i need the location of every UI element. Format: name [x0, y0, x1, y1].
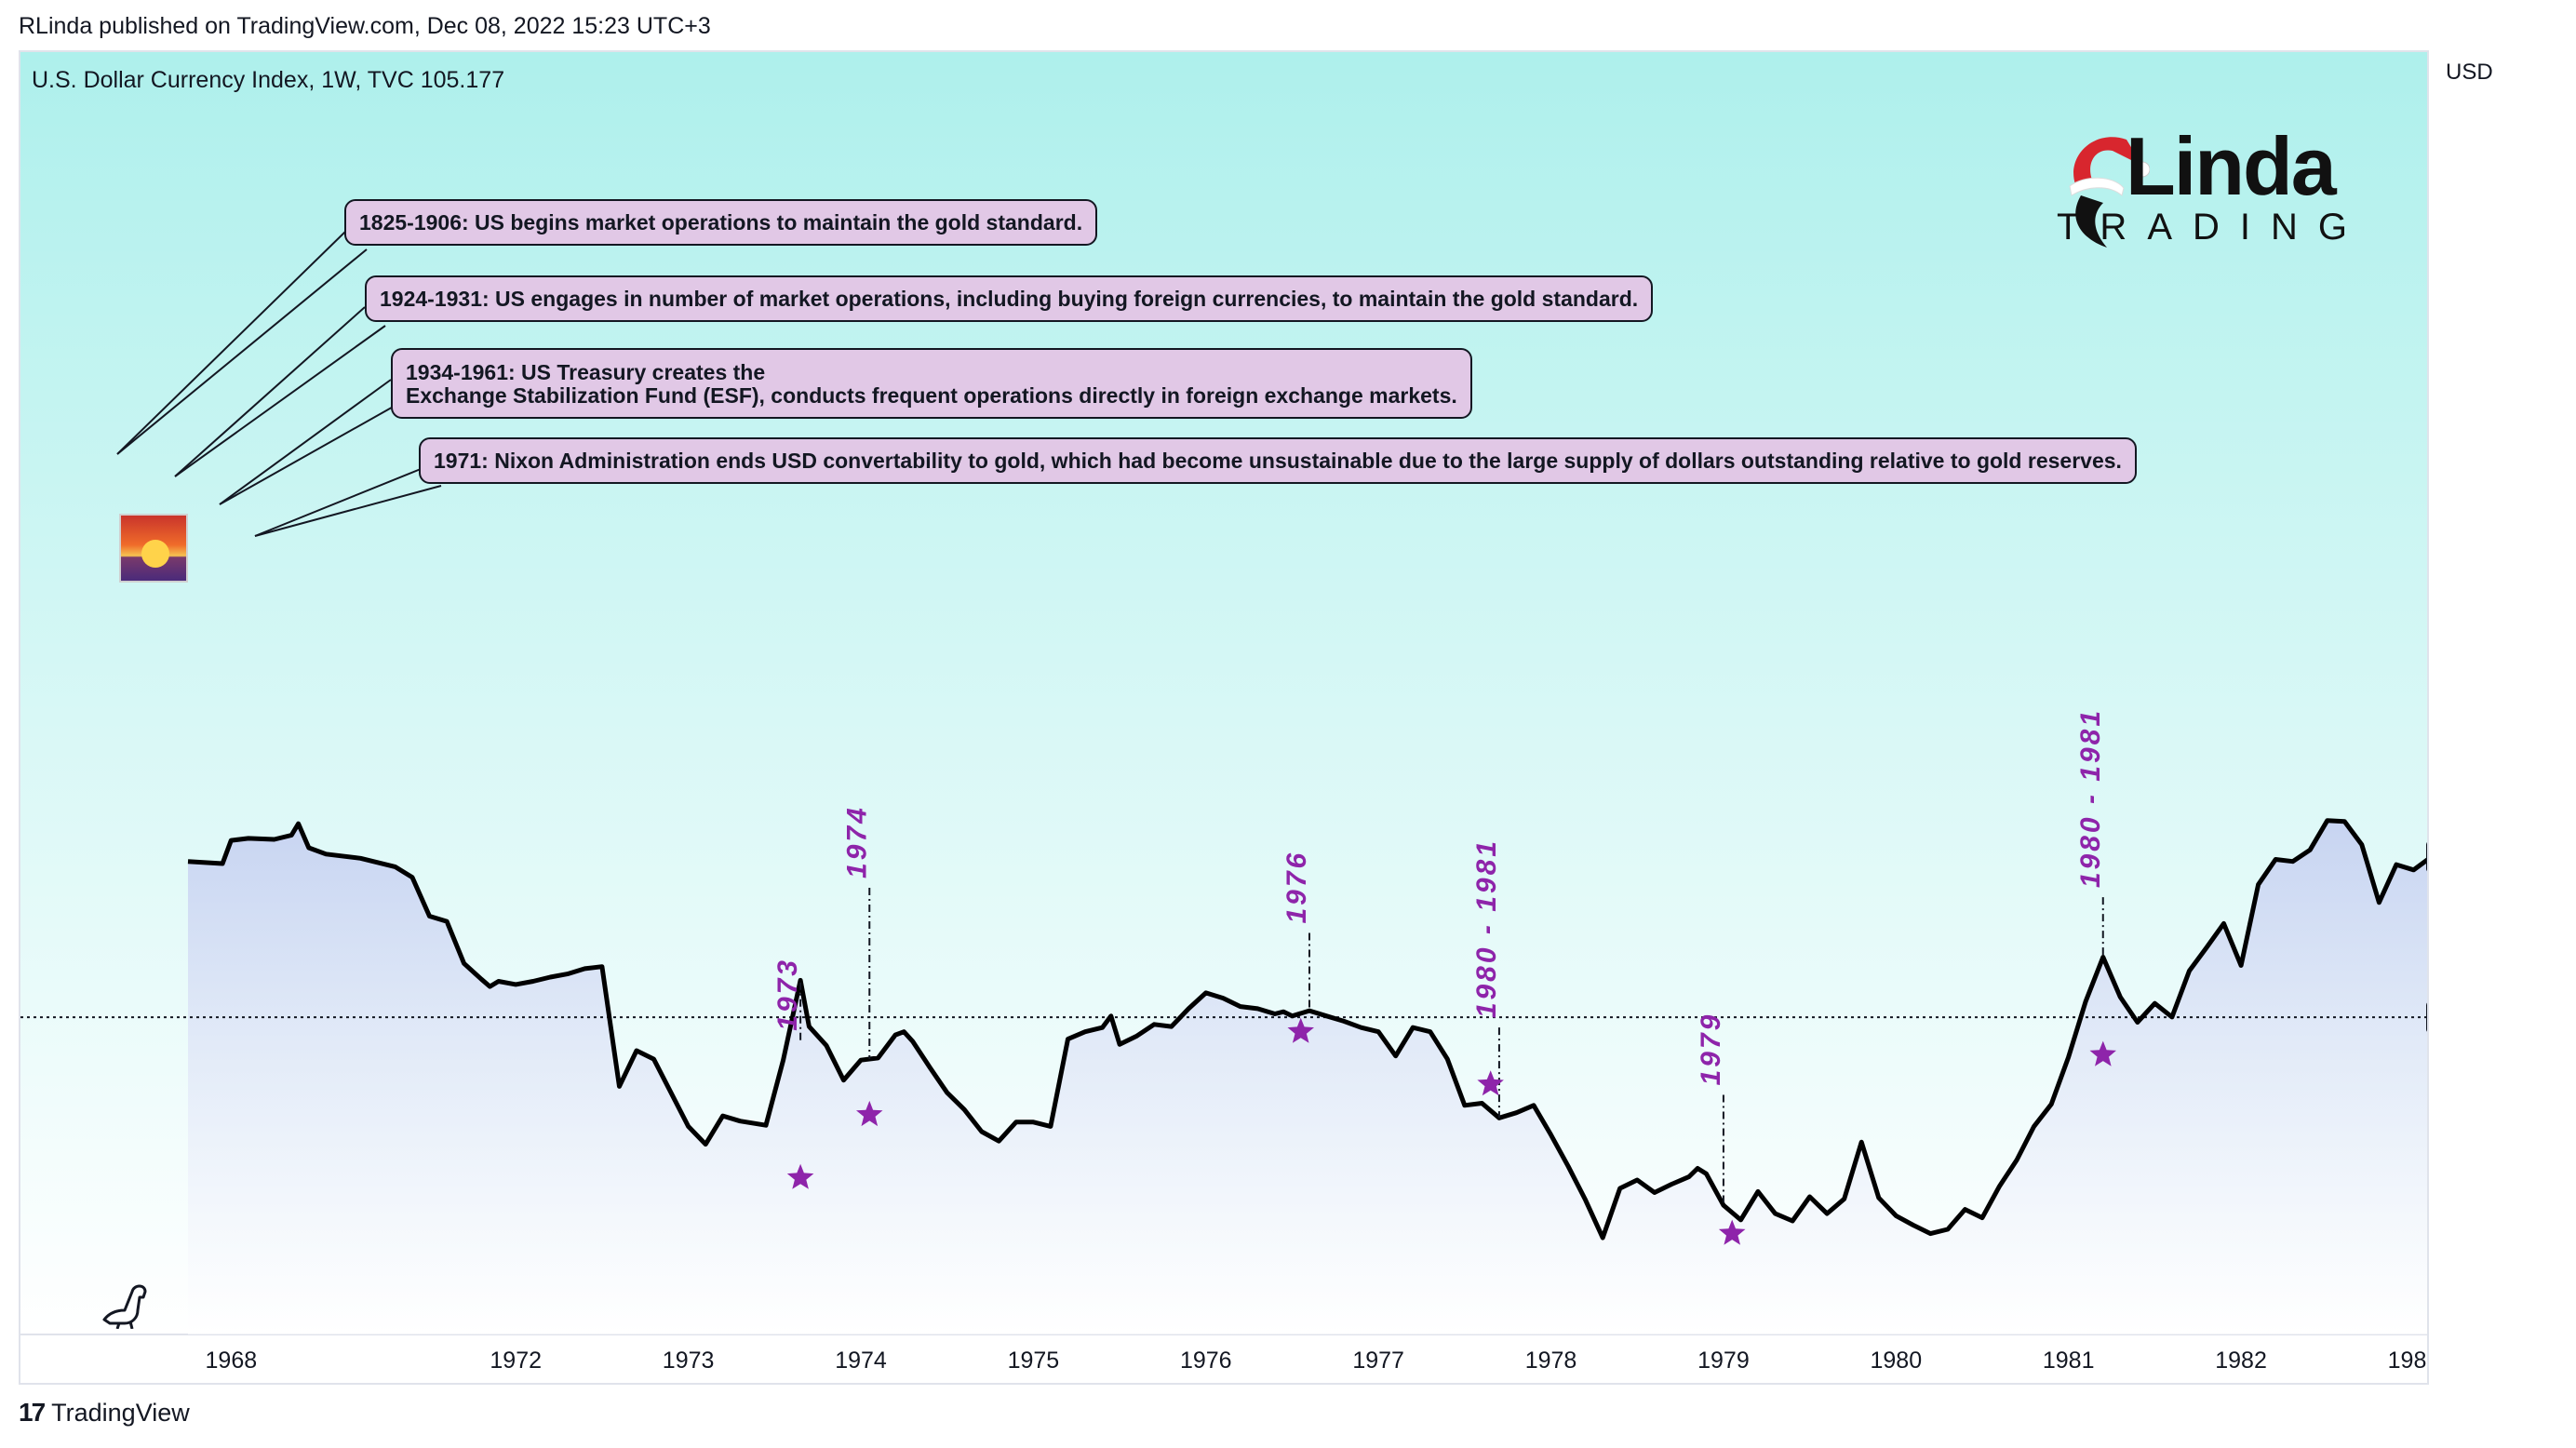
x-tick-label: 1968 — [206, 1347, 258, 1374]
star-marker — [1287, 1017, 1314, 1043]
x-tick-label: 1974 — [835, 1347, 887, 1374]
x-tick-label: 1978 — [1525, 1347, 1577, 1374]
annotations-layer: 1973 1974 1976 1980 - 1981 1979 1980 - 1981 — [772, 708, 2106, 1206]
stars-layer — [786, 1017, 2116, 1245]
x-tick-label: 1983 — [2388, 1347, 2429, 1374]
note-1971[interactable]: 1971: Nixon Administration ends USD conv… — [419, 437, 2137, 484]
note-line1: 1934-1961: US Treasury creates the — [406, 360, 766, 384]
callout-leader — [116, 248, 368, 455]
tradingview-footer[interactable]: 17 TradingView — [19, 1398, 190, 1428]
tradingview-logo-icon: 17 — [19, 1398, 46, 1427]
published-header: RLinda published on TradingView.com, Dec… — [19, 13, 711, 39]
annotation-label: 1973 — [772, 958, 803, 1031]
callout-leader — [219, 379, 392, 505]
star-marker — [786, 1163, 814, 1189]
note-line1: 1971: Nixon Administration ends USD conv… — [434, 449, 2122, 473]
note-1934[interactable]: 1934-1961: US Treasury creates the Excha… — [391, 348, 1472, 419]
logo-text-top: Linda — [2126, 120, 2337, 212]
logo-emblem-icon — [2069, 137, 2150, 248]
callout-leader — [219, 396, 412, 505]
annotation-label: 1980 - 1981 — [1471, 838, 1502, 1018]
callout-leader — [174, 325, 386, 477]
x-tick-label: 1973 — [663, 1347, 715, 1374]
x-tick-label: 1981 — [2043, 1347, 2095, 1374]
callout-leader — [254, 468, 422, 537]
star-marker — [1477, 1070, 1504, 1096]
price-tag-box — [2426, 1002, 2427, 1032]
price-labels: 120.450 105.177 — [2426, 841, 2427, 1032]
x-tick-label: 1980 — [1870, 1347, 1922, 1374]
annotation-label: 1980 - 1981 — [2075, 708, 2106, 888]
sunrise-icon[interactable] — [119, 514, 188, 583]
x-tick-label: 1982 — [2215, 1347, 2267, 1374]
x-tick-label: 1979 — [1697, 1347, 1750, 1374]
note-1825[interactable]: 1825-1906: US begins market operations t… — [344, 199, 1098, 246]
dino-icon[interactable] — [101, 1279, 151, 1329]
note-line1: 1924-1931: US engages in number of marke… — [380, 287, 1639, 311]
rlinda-logo: Linda TRADING — [2057, 119, 2347, 249]
symbol-title[interactable]: U.S. Dollar Currency Index, 1W, TVC 105.… — [32, 67, 505, 93]
star-marker — [1718, 1219, 1746, 1245]
sun-shape — [141, 540, 169, 568]
x-tick-label: 1975 — [1008, 1347, 1060, 1374]
star-marker — [856, 1100, 883, 1127]
annotation-label: 1976 — [1281, 851, 1312, 924]
series-line — [187, 818, 2427, 1240]
footer-brand: TradingView — [51, 1398, 190, 1427]
x-tick-label: 1977 — [1352, 1347, 1404, 1374]
callout-lines — [116, 230, 442, 537]
x-tick-label: 1976 — [1180, 1347, 1232, 1374]
callout-leader — [174, 306, 366, 477]
area-fill — [188, 820, 2427, 1334]
logo-text-bottom: TRADING — [2057, 207, 2368, 248]
chart-svg[interactable]: 1973 1974 1976 1980 - 1981 1979 1980 - 1981 1… — [20, 52, 2429, 1385]
chart-panel[interactable]: 1973 1974 1976 1980 - 1981 1979 1980 - 1981 1… — [19, 50, 2429, 1385]
annotation-label: 1974 — [841, 805, 872, 878]
price-tag: 120.450 — [2426, 841, 2427, 872]
annotation-label: 1979 — [1696, 1012, 1726, 1086]
note-line1: 1825-1906: US begins market operations t… — [359, 210, 1083, 235]
star-marker — [2089, 1040, 2116, 1066]
x-axis: 1968 1972 1973 1974 1975 1976 1977 1978 1979 1980… — [206, 1347, 2429, 1374]
callout-leader — [116, 230, 347, 455]
x-tick-label: 1972 — [490, 1347, 542, 1374]
axis-currency[interactable]: USD — [2446, 60, 2493, 85]
price-tag-box — [2426, 841, 2427, 872]
note-1924[interactable]: 1924-1931: US engages in number of marke… — [365, 275, 1654, 322]
callout-leader — [254, 485, 442, 537]
note-line2: Exchange Stabilization Fund (ESF), condu… — [406, 383, 1457, 408]
price-tag: 105.177 — [2426, 1002, 2427, 1032]
